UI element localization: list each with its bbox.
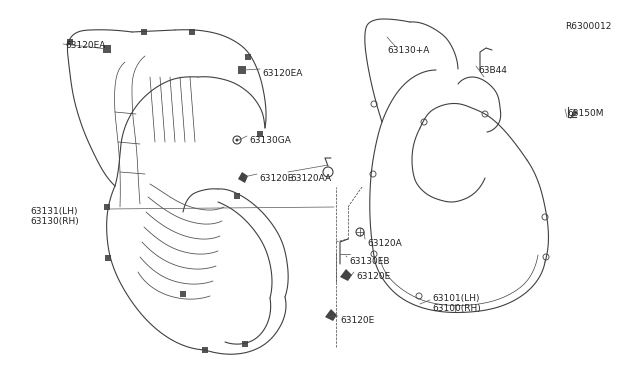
Bar	[105, 255, 111, 261]
Text: R6300012: R6300012	[565, 22, 611, 31]
Bar	[245, 54, 251, 60]
Text: 63120E: 63120E	[356, 272, 390, 281]
Text: 63130+A: 63130+A	[387, 46, 429, 55]
Polygon shape	[325, 309, 337, 321]
Bar	[104, 204, 110, 210]
Bar	[103, 45, 111, 53]
Text: 63B44: 63B44	[478, 66, 507, 75]
Text: 63130GA: 63130GA	[249, 136, 291, 145]
Polygon shape	[238, 172, 248, 183]
Bar	[67, 39, 73, 45]
Text: 63150M: 63150M	[567, 109, 604, 118]
Text: 63120A: 63120A	[367, 239, 402, 248]
Text: 63131(LH): 63131(LH)	[30, 207, 77, 216]
Text: 63120E: 63120E	[259, 174, 293, 183]
Bar	[238, 66, 246, 74]
Polygon shape	[570, 109, 578, 119]
Text: 63130(RH): 63130(RH)	[30, 217, 79, 226]
Bar	[257, 131, 263, 137]
Bar	[141, 29, 147, 35]
Polygon shape	[340, 269, 352, 281]
Text: 63130EB: 63130EB	[349, 257, 390, 266]
Bar	[189, 29, 195, 35]
Text: 63120EA: 63120EA	[262, 69, 302, 78]
Bar	[202, 347, 208, 353]
Text: 63120AA: 63120AA	[290, 174, 331, 183]
Circle shape	[236, 138, 239, 141]
Text: 63100(RH): 63100(RH)	[432, 304, 481, 313]
Bar	[234, 193, 240, 199]
Bar	[180, 291, 186, 297]
Text: 63120E: 63120E	[340, 316, 374, 325]
Text: 63120EA: 63120EA	[65, 41, 106, 50]
Text: 63101(LH): 63101(LH)	[432, 294, 479, 303]
Bar	[242, 341, 248, 347]
